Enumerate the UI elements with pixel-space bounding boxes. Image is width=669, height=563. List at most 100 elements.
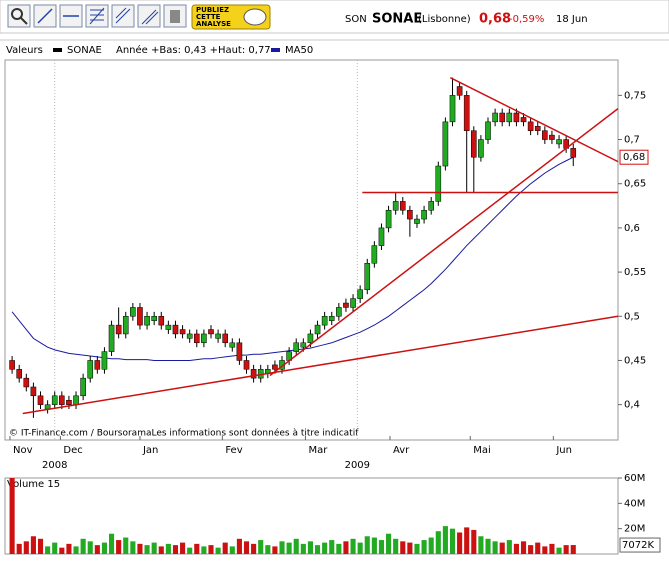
- candle-body: [364, 263, 371, 291]
- volume-bar: [37, 538, 44, 554]
- volume-bar: [123, 537, 129, 554]
- volume-bar: [108, 533, 115, 554]
- candle-body: [9, 360, 15, 370]
- zoom-icon-handle: [20, 17, 28, 25]
- volume-bar: [457, 532, 463, 554]
- candle-body: [343, 302, 349, 308]
- candle-body: [130, 307, 136, 317]
- candle-body: [478, 139, 484, 158]
- volume-bar: [499, 542, 505, 554]
- legend-title: Valeurs: [6, 45, 43, 56]
- candle-body: [328, 316, 335, 321]
- zoom-icon: [11, 8, 23, 20]
- candle-body: [336, 307, 342, 317]
- fibo-icon: [89, 7, 105, 25]
- volume-bar: [520, 541, 527, 554]
- volume-bar: [442, 526, 448, 554]
- candle-body: [165, 324, 172, 330]
- candle-body: [357, 289, 363, 299]
- y-tick-label: 40M: [624, 498, 645, 509]
- volume-title: Volume 15: [7, 479, 60, 490]
- volume-bar: [364, 536, 370, 554]
- x-tick-label: Mai: [473, 445, 491, 456]
- y-tick-label: 20M: [624, 524, 645, 535]
- candle-body: [520, 117, 527, 123]
- volume-bar: [336, 543, 342, 554]
- candle-body: [385, 209, 392, 229]
- candle-body: [115, 324, 122, 335]
- candle-body: [414, 218, 420, 224]
- volume-bar: [66, 543, 72, 554]
- publish-line: CETTE: [196, 13, 221, 21]
- candle-body: [272, 364, 278, 370]
- candle-body: [250, 369, 257, 379]
- x-tick-label: Nov: [13, 445, 33, 456]
- volume-bar: [286, 542, 292, 554]
- volume-bar: [116, 540, 122, 554]
- year-label: 2008: [42, 460, 67, 471]
- volume-bar: [137, 543, 143, 554]
- candle-body: [542, 130, 548, 140]
- publish-line: PUBLIEZ: [196, 6, 229, 14]
- stock-market: (Lisbonne): [418, 14, 471, 25]
- volume-bar: [9, 478, 15, 554]
- candle-body: [492, 112, 498, 123]
- stock-change: -0,59%: [509, 14, 544, 25]
- candle-body: [73, 395, 79, 405]
- volume-bar: [158, 546, 164, 554]
- candle-body: [222, 333, 229, 344]
- volume-bar: [52, 542, 58, 554]
- candle-body: [158, 316, 165, 326]
- price-plot-frame: [4, 59, 619, 441]
- x-tick-label: Jun: [555, 445, 572, 456]
- volume-bar: [165, 543, 171, 554]
- legend-label: MA50: [285, 45, 313, 56]
- y-tick-label: 0,75: [624, 90, 646, 101]
- volume-bar: [407, 542, 413, 554]
- volume-bar: [279, 541, 285, 554]
- candle-body: [215, 333, 221, 339]
- parallel-tool[interactable]: [137, 4, 161, 28]
- candle-body: [485, 121, 491, 140]
- channel-icon: [115, 7, 131, 24]
- candle-body: [94, 360, 101, 370]
- volume-bar: [251, 543, 257, 554]
- stock-name: SONAE: [372, 12, 422, 27]
- volume-bar: [101, 542, 108, 554]
- last-price-box: [619, 149, 649, 165]
- candle-body: [51, 395, 58, 405]
- candle-body: [534, 126, 541, 131]
- candle-body: [293, 342, 300, 352]
- candle-body: [172, 324, 179, 335]
- candle-body: [80, 377, 86, 397]
- line-icon: [37, 8, 53, 24]
- candle-body: [122, 316, 129, 335]
- candle-body: [513, 112, 520, 123]
- last-volume-box: [619, 537, 661, 553]
- volume-bar: [428, 537, 434, 554]
- volume-bar: [45, 546, 51, 554]
- volume-bar: [329, 540, 335, 554]
- trend-line: [450, 77, 619, 163]
- candle-body: [371, 245, 378, 264]
- volume-bar: [258, 540, 264, 554]
- volume-bar: [201, 546, 207, 554]
- candle-body: [151, 316, 157, 321]
- y-tick-label: 0,5: [624, 311, 640, 322]
- candle-body: [208, 329, 214, 335]
- volume-bar: [144, 545, 150, 554]
- publish-bubble: [243, 8, 267, 26]
- candle-body: [321, 316, 328, 326]
- candle-body: [108, 324, 115, 352]
- volume-bar: [506, 540, 512, 554]
- candle-body: [435, 165, 442, 202]
- candle-body: [59, 395, 65, 405]
- volume-bar: [535, 542, 541, 554]
- volume-bar: [542, 546, 548, 554]
- volume-bar: [386, 533, 392, 554]
- volume-bar: [449, 528, 456, 554]
- candle-body: [144, 316, 150, 326]
- x-tick-label: Dec: [63, 445, 82, 456]
- volume-bar: [73, 546, 79, 554]
- volume-bar: [549, 543, 555, 554]
